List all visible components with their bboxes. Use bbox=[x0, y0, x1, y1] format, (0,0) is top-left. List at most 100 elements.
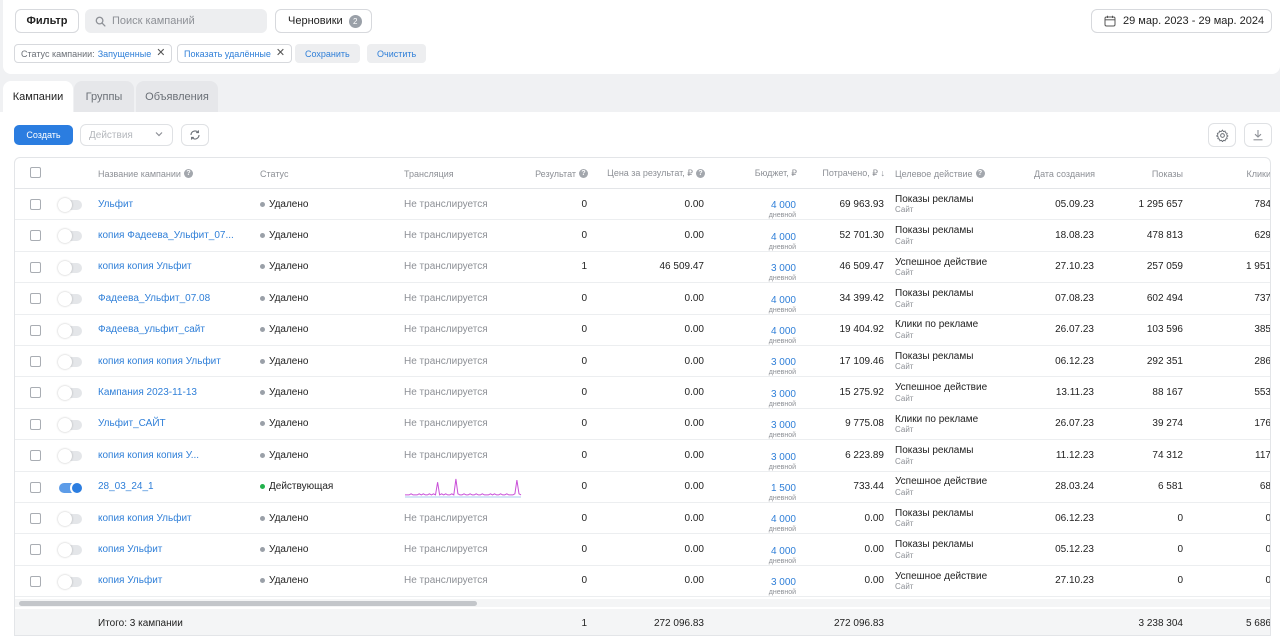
budget-amount[interactable]: 3 000 bbox=[770, 263, 796, 275]
budget-amount[interactable]: 3 000 bbox=[770, 451, 796, 463]
campaign-name-link[interactable]: копия копия копия У... bbox=[98, 449, 200, 461]
campaign-toggle[interactable] bbox=[58, 574, 82, 589]
budget-cell[interactable]: 3 000 дневной bbox=[715, 566, 796, 597]
campaign-toggle[interactable] bbox=[58, 198, 82, 212]
toggle-knob[interactable] bbox=[58, 417, 72, 432]
campaign-name-link[interactable]: копия копия Ульфит bbox=[98, 512, 192, 524]
budget-amount[interactable]: 4 000 bbox=[770, 514, 796, 526]
budget-cell[interactable]: 3 000 дневной bbox=[715, 346, 796, 377]
budget-amount[interactable]: 1 500 bbox=[770, 482, 796, 494]
toggle-knob[interactable] bbox=[58, 260, 72, 275]
budget-cell[interactable]: 1 500 дневной bbox=[715, 472, 796, 502]
table-row[interactable]: Ульфит_САЙТ Удалено Не транслируется 0 0.00 3… bbox=[15, 409, 1270, 441]
budget-amount[interactable]: 4 000 bbox=[770, 231, 796, 243]
col-broadcast[interactable]: Трансляция bbox=[404, 168, 454, 179]
refresh-button[interactable] bbox=[181, 124, 209, 146]
horizontal-scrollbar[interactable] bbox=[15, 599, 1270, 607]
campaign-name-link[interactable]: Ульфит_САЙТ bbox=[98, 418, 166, 430]
col-spent[interactable]: Потрачено, ₽ ↓ bbox=[822, 168, 885, 178]
campaign-name-link[interactable]: копия копия копия Ульфит bbox=[98, 355, 221, 367]
campaign-toggle[interactable] bbox=[58, 355, 82, 369]
campaign-toggle[interactable] bbox=[58, 260, 82, 275]
table-row[interactable]: Ульфит Удалено Не транслируется 0 0.00 4 000 д… bbox=[15, 189, 1270, 221]
actions-dropdown[interactable]: Действия bbox=[80, 124, 173, 146]
col-goal[interactable]: Целевое действие? bbox=[895, 158, 985, 189]
row-checkbox[interactable] bbox=[30, 450, 41, 462]
budget-amount[interactable]: 3 000 bbox=[770, 577, 796, 589]
help-icon[interactable]: ? bbox=[975, 169, 985, 178]
budget-cell[interactable]: 4 000 дневной bbox=[715, 315, 796, 345]
date-range-picker[interactable]: 29 мар. 2023 - 29 мар. 2024 bbox=[1091, 9, 1272, 33]
col-result[interactable]: Результат? bbox=[515, 158, 588, 189]
tab-groups[interactable]: Группы bbox=[74, 81, 134, 113]
row-checkbox[interactable] bbox=[30, 356, 41, 367]
scrollbar-thumb[interactable] bbox=[19, 601, 477, 606]
campaign-toggle[interactable] bbox=[58, 417, 82, 432]
select-all-checkbox[interactable] bbox=[30, 167, 41, 178]
campaign-name-link[interactable]: копия Фадеева_Ульфит_07... bbox=[98, 230, 233, 242]
budget-amount[interactable]: 4 000 bbox=[770, 200, 796, 212]
col-created[interactable]: Дата создания bbox=[1034, 168, 1095, 179]
campaign-name-link[interactable]: Фадеева_ульфит_сайт bbox=[98, 324, 205, 336]
download-button[interactable] bbox=[1244, 123, 1272, 147]
campaign-name-link[interactable]: Фадеева_Ульфит_07.08 bbox=[98, 292, 211, 304]
campaign-toggle[interactable] bbox=[58, 543, 82, 558]
budget-cell[interactable]: 4 000 дневной bbox=[715, 220, 796, 251]
toggle-knob[interactable] bbox=[58, 574, 72, 589]
toggle-knob[interactable] bbox=[58, 355, 72, 369]
campaign-toggle[interactable] bbox=[58, 229, 82, 244]
row-checkbox[interactable] bbox=[30, 481, 41, 493]
table-row[interactable]: 28_03_24_1 Действующая 0 0.00 1 500 дневной 73… bbox=[15, 472, 1270, 503]
table-row[interactable]: копия копия Ульфит Удалено Не транслируетс… bbox=[15, 503, 1270, 535]
col-impressions[interactable]: Показы bbox=[1151, 168, 1183, 179]
budget-amount[interactable]: 4 000 bbox=[770, 325, 796, 337]
campaign-toggle[interactable] bbox=[58, 449, 82, 464]
budget-cell[interactable]: 3 000 дневной bbox=[715, 409, 796, 440]
budget-amount[interactable]: 4 000 bbox=[770, 545, 796, 557]
help-icon[interactable]: ? bbox=[183, 169, 193, 178]
budget-cell[interactable]: 3 000 дневной bbox=[715, 377, 796, 408]
budget-cell[interactable]: 4 000 дневной bbox=[715, 503, 796, 534]
table-row[interactable]: копия Фадеева_Ульфит_07... Удалено Не тран… bbox=[15, 220, 1270, 252]
campaign-name-link[interactable]: копия копия Ульфит bbox=[98, 261, 192, 273]
help-icon[interactable]: ? bbox=[579, 169, 588, 178]
row-checkbox[interactable] bbox=[30, 199, 41, 210]
campaign-name-link[interactable]: 28_03_24_1 bbox=[98, 481, 154, 493]
remove-show-deleted-icon[interactable]: ✕ bbox=[275, 47, 286, 59]
toggle-knob[interactable] bbox=[58, 229, 72, 244]
table-row[interactable]: копия копия копия Ульфит Удалено Не трансл… bbox=[15, 346, 1270, 378]
toggle-knob[interactable] bbox=[58, 323, 72, 338]
budget-cell[interactable]: 3 000 дневной bbox=[715, 252, 796, 283]
row-checkbox[interactable] bbox=[30, 513, 41, 524]
col-name[interactable]: Название кампании? bbox=[98, 158, 193, 189]
budget-amount[interactable]: 4 000 bbox=[770, 294, 796, 306]
budget-cell[interactable]: 4 000 дневной bbox=[715, 189, 796, 220]
settings-button[interactable] bbox=[1208, 123, 1236, 147]
row-checkbox[interactable] bbox=[30, 230, 41, 242]
budget-cell[interactable]: 4 000 дневной bbox=[715, 283, 796, 314]
toggle-knob[interactable] bbox=[58, 449, 72, 464]
drafts-button[interactable]: Черновики 2 bbox=[275, 9, 372, 33]
budget-amount[interactable]: 3 000 bbox=[770, 420, 796, 432]
campaign-name-link[interactable]: копия Ульфит bbox=[98, 544, 163, 556]
remove-status-filter-icon[interactable]: ✕ bbox=[156, 47, 166, 59]
table-row[interactable]: копия копия Ульфит Удалено Не транслируетс… bbox=[15, 252, 1270, 284]
row-checkbox[interactable] bbox=[30, 293, 41, 305]
campaign-name-link[interactable]: Кампания 2023-11-13 bbox=[98, 387, 197, 399]
campaign-name-link[interactable]: копия Ульфит bbox=[98, 575, 163, 587]
table-row[interactable]: копия Ульфит Удалено Не транслируется 0 0.00… bbox=[15, 566, 1270, 598]
clear-filter-button[interactable]: Очистить bbox=[367, 44, 427, 63]
table-row[interactable]: Фадеева_ульфит_сайт Удалено Не транслирует… bbox=[15, 315, 1270, 346]
col-budget[interactable]: Бюджет, ₽ bbox=[754, 168, 797, 178]
col-status[interactable]: Статус bbox=[260, 168, 289, 179]
row-checkbox[interactable] bbox=[30, 544, 41, 556]
table-row[interactable]: копия Ульфит Удалено Не транслируется 0 0.00… bbox=[15, 534, 1270, 566]
row-checkbox[interactable] bbox=[30, 418, 41, 430]
row-checkbox[interactable] bbox=[30, 387, 41, 399]
campaign-toggle[interactable] bbox=[59, 480, 84, 495]
campaign-toggle[interactable] bbox=[58, 292, 82, 307]
save-filter-button[interactable]: Сохранить bbox=[295, 44, 360, 63]
search-input[interactable]: Поиск кампаний bbox=[85, 9, 267, 33]
toggle-knob[interactable] bbox=[58, 198, 72, 212]
campaign-name-link[interactable]: Ульфит bbox=[98, 198, 134, 210]
